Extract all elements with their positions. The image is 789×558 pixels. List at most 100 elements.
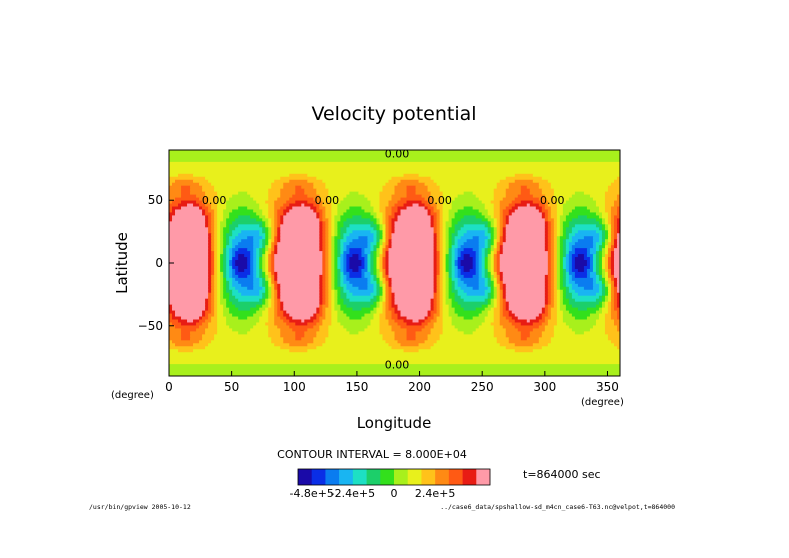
field-cell bbox=[391, 280, 435, 285]
field-cell bbox=[604, 331, 620, 335]
field-cell bbox=[265, 254, 269, 258]
field-cell bbox=[442, 230, 447, 234]
field-cell bbox=[445, 295, 450, 300]
field-cell bbox=[322, 239, 326, 243]
field-cell bbox=[457, 328, 477, 332]
field-cell bbox=[490, 215, 495, 219]
field-cell bbox=[373, 248, 378, 252]
field-cell bbox=[433, 179, 501, 184]
field-cell bbox=[271, 280, 275, 285]
field-cell bbox=[382, 295, 387, 300]
field-cell bbox=[550, 265, 555, 270]
field-cell bbox=[571, 239, 579, 243]
field-cell bbox=[319, 218, 323, 222]
colorbar-swatch bbox=[325, 469, 340, 485]
field-cell bbox=[331, 251, 335, 255]
field-cell bbox=[223, 274, 227, 279]
field-cell bbox=[589, 260, 594, 264]
field-cell bbox=[547, 215, 552, 219]
field-cell bbox=[331, 203, 338, 208]
field-cell bbox=[529, 334, 543, 338]
field-cell bbox=[268, 283, 272, 288]
field-cell bbox=[391, 286, 435, 291]
field-cell bbox=[271, 260, 275, 264]
field-cell bbox=[439, 242, 444, 246]
field-cell bbox=[553, 254, 558, 258]
field-cell bbox=[325, 280, 329, 285]
field-cell bbox=[496, 257, 501, 261]
field-cell bbox=[415, 191, 432, 196]
field-cell bbox=[382, 301, 387, 306]
field-cell bbox=[544, 212, 549, 217]
field-cell bbox=[604, 322, 615, 327]
field-cell bbox=[601, 221, 606, 225]
field-cell bbox=[493, 283, 498, 288]
field-cell bbox=[334, 257, 338, 261]
field-cell bbox=[253, 197, 269, 202]
field-cell bbox=[412, 319, 420, 324]
field-cell bbox=[253, 236, 263, 240]
field-cell bbox=[217, 215, 224, 219]
field-cell bbox=[442, 316, 453, 321]
field-cell bbox=[214, 215, 218, 219]
field-cell bbox=[190, 331, 206, 335]
field-cell bbox=[283, 310, 287, 315]
field-cell bbox=[433, 209, 441, 214]
field-cell bbox=[460, 304, 483, 309]
field-cell bbox=[388, 304, 393, 309]
field-cell bbox=[556, 239, 561, 243]
field-cell bbox=[325, 230, 329, 234]
field-cell bbox=[505, 289, 546, 294]
field-cell bbox=[457, 301, 489, 306]
field-cell bbox=[574, 251, 588, 255]
field-cell bbox=[448, 263, 453, 267]
field-cell bbox=[337, 242, 341, 246]
field-cell bbox=[343, 254, 347, 258]
field-cell bbox=[472, 274, 480, 279]
field-cell bbox=[496, 301, 501, 306]
field-cell bbox=[616, 328, 620, 332]
field-cell bbox=[478, 254, 483, 258]
field-cell bbox=[169, 340, 173, 344]
field-cell bbox=[217, 239, 221, 243]
field-cell bbox=[493, 304, 498, 309]
field-cell bbox=[175, 343, 194, 347]
field-cell bbox=[451, 260, 456, 264]
field-cell bbox=[499, 343, 516, 347]
field-cell bbox=[223, 260, 227, 264]
field-cell bbox=[322, 245, 326, 249]
field-cell bbox=[490, 257, 495, 261]
field-cell bbox=[325, 182, 387, 187]
field-cell bbox=[541, 206, 546, 211]
field-cell bbox=[502, 301, 507, 306]
field-cell bbox=[598, 245, 603, 249]
field-cell bbox=[313, 340, 326, 344]
field-cell bbox=[553, 334, 609, 338]
field-cell bbox=[505, 236, 546, 240]
field-cell bbox=[202, 316, 209, 321]
field-cell bbox=[223, 304, 227, 309]
field-cell bbox=[424, 340, 438, 344]
field-cell bbox=[271, 271, 275, 276]
field-cell bbox=[343, 248, 347, 252]
field-cell bbox=[181, 334, 191, 338]
field-cell bbox=[301, 203, 305, 208]
field-cell bbox=[322, 212, 326, 217]
field-cell bbox=[226, 322, 257, 327]
field-cell bbox=[586, 307, 600, 312]
field-cell bbox=[616, 209, 620, 214]
field-cell bbox=[226, 286, 230, 291]
field-cell bbox=[370, 242, 378, 246]
field-cell bbox=[385, 236, 390, 240]
field-cell bbox=[253, 239, 260, 243]
field-cell bbox=[322, 254, 326, 258]
field-cell bbox=[505, 191, 522, 196]
field-cell bbox=[370, 203, 381, 208]
field-cell bbox=[268, 215, 275, 219]
field-cell bbox=[574, 248, 588, 252]
field-cell bbox=[316, 206, 320, 211]
field-cell bbox=[274, 230, 278, 234]
field-cell bbox=[553, 268, 558, 273]
field-cell bbox=[388, 257, 435, 261]
field-cell bbox=[502, 277, 546, 282]
